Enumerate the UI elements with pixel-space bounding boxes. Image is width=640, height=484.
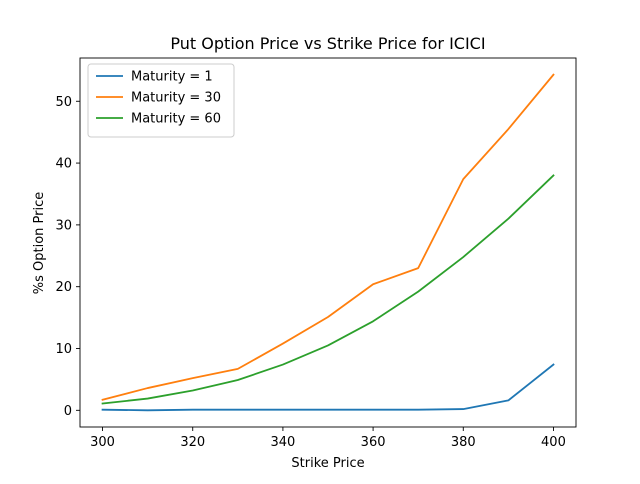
y-tick-label: 10 — [55, 342, 72, 357]
x-tick-label: 320 — [180, 435, 205, 450]
legend-box — [87, 63, 235, 138]
series-line-2 — [101, 73, 555, 401]
y-tick-label: 50 — [55, 95, 72, 110]
x-tick-label: 340 — [270, 435, 295, 450]
legend-label-1: Maturity = 1 — [131, 70, 213, 85]
y-tick-label: 20 — [55, 280, 72, 295]
chart-title: Put Option Price vs Strike Price for ICI… — [170, 34, 485, 53]
y-tick-label: 40 — [55, 157, 72, 172]
x-axis-label: Strike Price — [291, 456, 364, 471]
y-axis-label: %s Option Price — [32, 192, 47, 295]
legend: Maturity = 1 Maturity = 30 Maturity = 60 — [87, 63, 235, 138]
legend-label-3: Maturity = 60 — [131, 112, 221, 127]
axes-frame — [79, 57, 577, 428]
legend-label-2: Maturity = 30 — [131, 91, 221, 106]
x-tick-label: 380 — [451, 435, 476, 450]
x-tick-label: 300 — [90, 435, 115, 450]
x-tick-label: 400 — [541, 435, 566, 450]
x-tick-label: 360 — [361, 435, 386, 450]
series-line-1 — [101, 363, 555, 412]
y-tick-label: 0 — [64, 404, 72, 419]
y-tick-label: 30 — [55, 218, 72, 233]
series-line-3 — [101, 174, 555, 405]
plot-area: 300 320 340 360 380 400 0 10 20 30 40 50 — [55, 57, 577, 450]
